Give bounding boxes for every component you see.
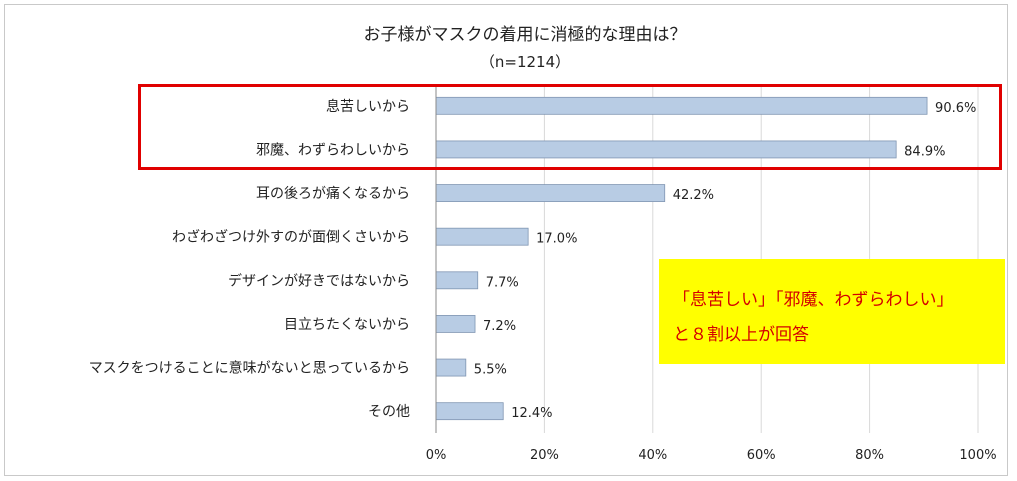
x-tick-label: 40%	[638, 448, 667, 463]
chart-subtitle: （n=1214）	[480, 53, 570, 71]
bar	[435, 271, 479, 290]
category-label: 耳の後ろが痛くなるから	[256, 185, 410, 202]
x-tick-label: 60%	[747, 448, 776, 463]
category-label: 息苦しいから	[326, 98, 410, 115]
value-label: 5.5%	[474, 363, 507, 378]
value-label: 84.9%	[904, 144, 945, 159]
category-label: 目立ちたくないから	[284, 317, 410, 333]
value-labels: 90.6% 84.9% 42.2% 17.0% 7.7% 7.2% 5.5% 12.4%	[474, 101, 977, 421]
category-label: わざわざつけ外すのが面倒くさいから	[172, 229, 410, 246]
chart-title: お子様がマスクの着用に消極的な理由は？	[364, 25, 687, 45]
x-tick-label: 20%	[530, 448, 559, 463]
bar	[435, 184, 666, 202]
value-label: 7.2%	[483, 319, 516, 334]
x-tick-label: 80%	[855, 448, 884, 463]
category-labels: 息苦しいから邪魔、わずらわしいから耳の後ろが痛くなるからわざわざつけ外すのが面倒…	[89, 98, 410, 420]
x-tick-label: 100%	[959, 448, 996, 463]
value-label: 17.0%	[536, 232, 577, 247]
highlight-box	[138, 84, 1002, 170]
category-label: その他	[368, 404, 410, 420]
value-label: 42.2%	[673, 188, 714, 203]
callout-line-1: 「息苦しい」「邪魔、わずらわしい」	[673, 290, 954, 310]
x-axis-ticks: 0% 20% 40% 60% 80% 100%	[426, 448, 997, 463]
bar	[435, 315, 476, 333]
bar	[435, 358, 467, 377]
callout-box: 「息苦しい」「邪魔、わずらわしい」 と８割以上が回答	[659, 259, 1005, 364]
value-label: 7.7%	[486, 275, 519, 290]
value-label: 90.6%	[935, 101, 976, 116]
callout-line-2: と８割以上が回答	[673, 325, 809, 345]
bar	[435, 402, 504, 421]
category-label: 邪魔、わずらわしいから	[256, 142, 410, 158]
category-label: マスクをつけることに意味がないと思っているから	[89, 360, 410, 377]
x-tick-label: 0%	[426, 448, 447, 463]
value-label: 12.4%	[511, 406, 552, 421]
bar	[435, 227, 529, 246]
category-label: デザインが好きではないから	[228, 272, 410, 289]
